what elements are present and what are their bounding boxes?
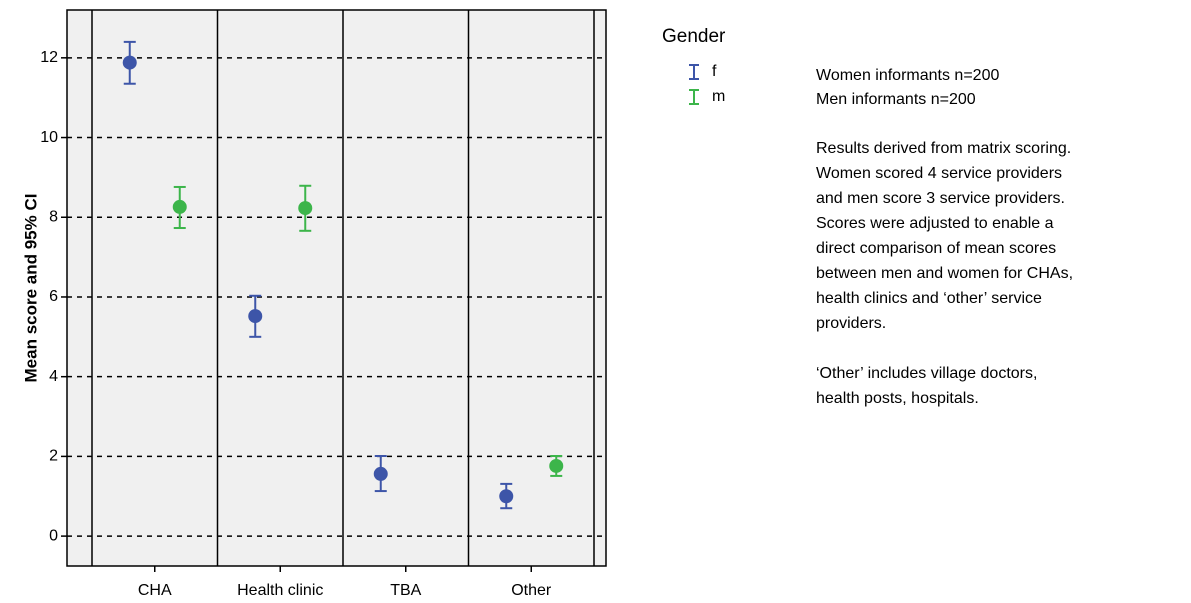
- y-tick-label: 12: [40, 49, 58, 66]
- x-tick-label: Health clinic: [237, 582, 323, 599]
- legend-label: f: [712, 63, 717, 80]
- mean-point: [499, 489, 514, 504]
- mean-point: [549, 458, 564, 473]
- note-line: between men and women for CHAs,: [816, 265, 1073, 282]
- y-axis-label: Mean score and 95% CI: [21, 194, 40, 383]
- note-line: health clinics and ‘other’ service: [816, 290, 1042, 307]
- note-line: ‘Other’ includes village doctors,: [816, 365, 1037, 382]
- mean-point: [373, 466, 388, 481]
- legend-title: Gender: [662, 26, 726, 47]
- x-tick-label: Other: [511, 582, 552, 599]
- x-tick-label: CHA: [138, 582, 172, 599]
- y-tick-label: 2: [49, 448, 58, 465]
- y-tick-label: 6: [49, 288, 58, 305]
- note-line: health posts, hospitals.: [816, 390, 979, 407]
- note-line: Women scored 4 service providers: [816, 165, 1062, 182]
- plot-background: [66, 9, 607, 567]
- mean-point: [248, 309, 263, 324]
- y-tick-label: 8: [49, 208, 58, 225]
- note-line: providers.: [816, 315, 886, 332]
- y-tick-label: 4: [49, 368, 58, 385]
- note-line: Women informants n=200: [816, 67, 999, 84]
- mean-point: [122, 55, 137, 70]
- note-line: direct comparison of mean scores: [816, 240, 1056, 257]
- x-tick-label: TBA: [390, 582, 421, 599]
- y-tick-label: 0: [49, 527, 58, 544]
- mean-point: [172, 199, 187, 214]
- y-tick-label: 10: [40, 129, 58, 146]
- note-line: Results derived from matrix scoring.: [816, 140, 1071, 157]
- mean-point: [298, 201, 313, 216]
- note-line: and men score 3 service providers.: [816, 190, 1065, 207]
- note-line: Men informants n=200: [816, 91, 976, 108]
- legend-label: m: [712, 88, 725, 105]
- note-line: Scores were adjusted to enable a: [816, 215, 1054, 232]
